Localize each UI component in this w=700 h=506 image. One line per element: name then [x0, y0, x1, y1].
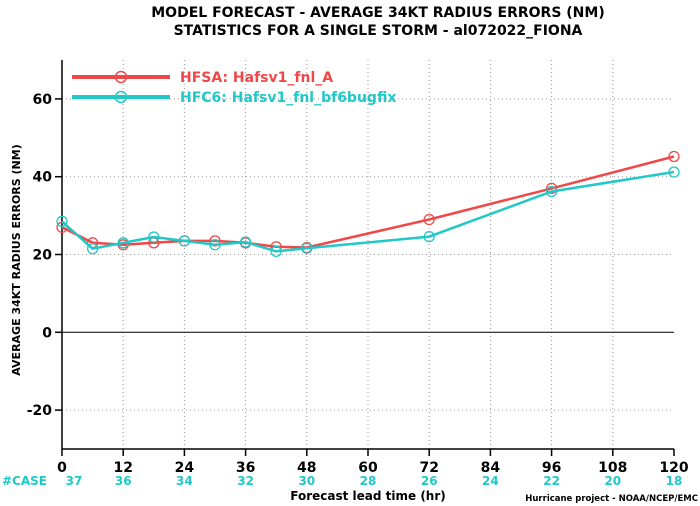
- y-axis-label: AVERAGE 34KT RADIUS ERRORS (NM): [10, 144, 23, 375]
- series-2-point: [178, 235, 191, 247]
- x-tick-label: 72: [419, 460, 438, 476]
- series-1-point: [423, 213, 435, 226]
- x-tick-label: 36: [236, 460, 255, 476]
- case-count-value: 18: [666, 474, 683, 488]
- legend: HFSA: Hafsv1_fnl_A HFC6: Hafsv1_fnl_bf6bu…: [72, 70, 396, 106]
- case-count-value: 28: [360, 474, 377, 488]
- case-count-value: 36: [115, 474, 132, 488]
- series-2-point: [117, 237, 129, 249]
- x-tick-label: 0: [57, 460, 67, 476]
- case-count-value: 30: [298, 474, 315, 488]
- y-tick-label: 20: [33, 248, 53, 264]
- grid-lines: [62, 60, 674, 449]
- series-2-point: [86, 243, 99, 255]
- series-2-point: [423, 230, 435, 243]
- series-2-point: [301, 242, 313, 254]
- y-tick-label: 0: [42, 325, 52, 341]
- legend-marker-2: [114, 90, 128, 104]
- x-axis-label: Forecast lead time (hr): [290, 489, 446, 503]
- case-count-value: 37: [66, 474, 83, 488]
- legend-label-2: HFC6: Hafsv1_fnl_bf6bugfix: [180, 90, 396, 106]
- case-count-value: 32: [237, 474, 254, 488]
- legend-marker-1: [114, 70, 128, 84]
- series-2-point: [239, 236, 252, 248]
- case-count-value: 22: [543, 474, 560, 488]
- case-count-value: 20: [604, 474, 621, 488]
- x-tick-label: 48: [297, 460, 316, 476]
- y-tick-label: 60: [33, 92, 53, 108]
- x-tick-label: 24: [175, 460, 195, 476]
- axis-ticks: 0 12 24 36 48 60 72 84 96 108 120 -20 0 20 40 60: [27, 92, 689, 476]
- case-count-label: #CASE: [2, 474, 47, 488]
- chart-subtitle: STATISTICS FOR A SINGLE STORM - al072022…: [174, 23, 583, 39]
- series-2-point: [270, 245, 282, 258]
- case-count-value: 26: [421, 474, 438, 488]
- series-1-point: [545, 182, 558, 195]
- case-count-value: 34: [176, 474, 193, 488]
- case-count-value: 24: [482, 474, 499, 488]
- series-2-point: [148, 231, 160, 243]
- series-2-point: [56, 215, 68, 228]
- series-2-point: [668, 166, 680, 178]
- chart-title: MODEL FORECAST - AVERAGE 34KT RADIUS ERR…: [151, 5, 604, 21]
- x-tick-label: 108: [598, 460, 627, 476]
- case-counts: 37 36 34 32 30 28 26 24 22 20 18: [66, 474, 683, 488]
- x-tick-label: 84: [481, 460, 501, 476]
- x-tick-label: 60: [358, 460, 378, 476]
- y-tick-label: 40: [33, 170, 53, 186]
- series-layer: [56, 150, 680, 258]
- x-tick-label: 12: [113, 460, 132, 476]
- series-line-1: [61, 155, 675, 249]
- y-tick-label: -20: [27, 403, 53, 419]
- x-tick-label: 96: [542, 460, 561, 476]
- credit-text: Hurricane project - NOAA/NCEP/EMC: [525, 494, 698, 504]
- series-2-point: [545, 185, 558, 198]
- series-line-2: [61, 170, 675, 253]
- legend-label-1: HFSA: Hafsv1_fnl_A: [180, 70, 333, 86]
- series-1-point: [668, 150, 680, 163]
- series-2-point: [209, 239, 221, 251]
- x-tick-label: 120: [659, 460, 688, 476]
